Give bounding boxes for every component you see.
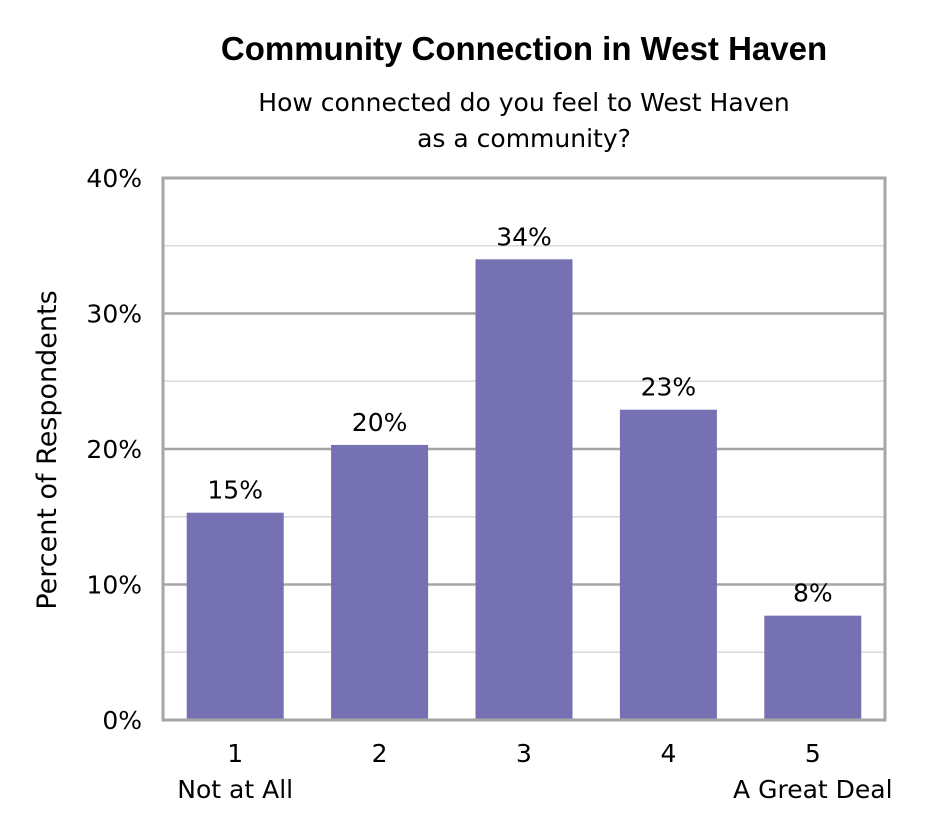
data-label-1: 15% [207, 476, 263, 505]
bars [186, 259, 862, 720]
y-tick-labels: 0% 10% 20% 30% 40% [86, 164, 142, 735]
y-tick-label: 0% [102, 706, 142, 735]
bar-3 [475, 259, 573, 720]
chart-subtitle-line-1: How connected do you feel to West Haven [258, 88, 789, 117]
y-tick-label: 30% [86, 300, 142, 329]
x-tick-sublabel-1: Not at All [177, 775, 293, 804]
data-label-5: 8% [793, 579, 833, 608]
data-label-3: 34% [496, 222, 552, 251]
bar-2 [331, 444, 429, 720]
x-tick-label-2: 2 [372, 739, 388, 768]
y-axis-label: Percent of Respondents [32, 290, 63, 609]
data-labels: 15% 20% 34% 23% 8% [207, 222, 832, 607]
x-tick-label-5: 5 [805, 739, 821, 768]
x-tick-label-4: 4 [660, 739, 676, 768]
data-label-2: 20% [352, 408, 408, 437]
x-tick-labels: 1 Not at All 2 3 4 5 A Great Deal [177, 739, 892, 804]
x-tick-label-3: 3 [516, 739, 532, 768]
bar-5 [764, 615, 862, 720]
chart-subtitle-line-2: as a community? [417, 124, 631, 153]
chart-title: Community Connection in West Haven [221, 30, 827, 67]
plot-frame [161, 176, 887, 722]
data-label-4: 23% [641, 373, 697, 402]
bar-1 [186, 512, 284, 720]
y-tick-label: 20% [86, 435, 142, 464]
bar-4 [619, 409, 717, 720]
y-tick-label: 40% [86, 164, 142, 193]
x-tick-label-1: 1 [227, 739, 243, 768]
x-tick-sublabel-5: A Great Deal [733, 775, 893, 804]
y-tick-label: 10% [86, 571, 142, 600]
